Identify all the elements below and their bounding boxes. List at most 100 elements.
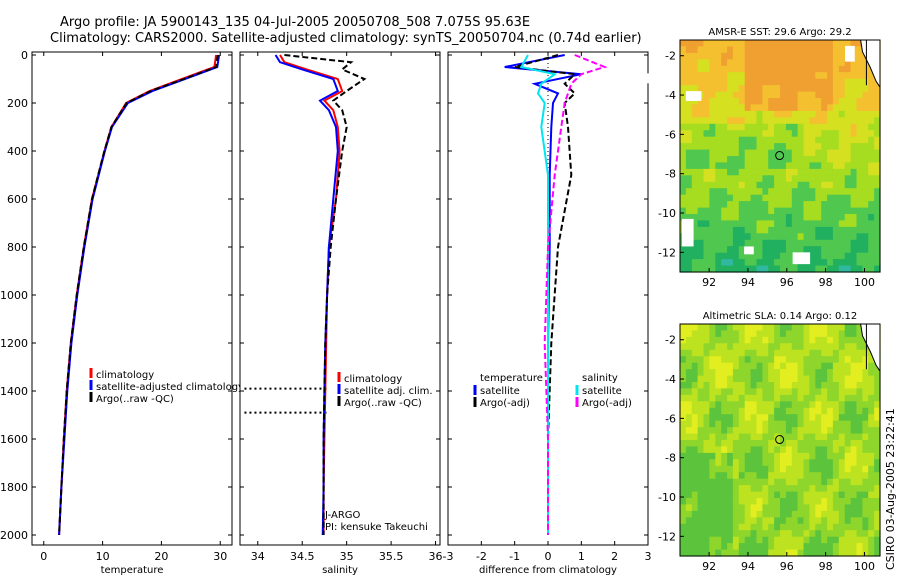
map-cell (691, 485, 699, 493)
map-cell (827, 440, 834, 447)
map-cell (791, 510, 799, 518)
map-cell (838, 478, 846, 486)
map-cell (821, 549, 828, 557)
map-cell (832, 46, 840, 54)
map-cell (874, 536, 881, 544)
map-cell (721, 498, 728, 505)
map-cell (785, 91, 793, 99)
map-cell (738, 523, 746, 531)
map-cell (856, 478, 863, 486)
map-cell (809, 78, 816, 86)
map-cell (762, 239, 769, 247)
map-cell (756, 382, 763, 389)
map-cell (691, 382, 699, 389)
map-cell (744, 465, 752, 473)
map-cell (850, 349, 858, 357)
map-cell (697, 517, 705, 525)
map-cell (850, 149, 858, 157)
map-cell (709, 330, 716, 338)
map-cell (750, 72, 758, 80)
map-cell (762, 343, 769, 351)
map-cell (774, 136, 781, 144)
map-cell (844, 162, 852, 170)
map-cell (762, 104, 769, 112)
map-cell (768, 143, 775, 151)
map-cell (803, 349, 810, 357)
map-cell (685, 98, 693, 105)
map-cell (785, 181, 793, 189)
map-cell (785, 543, 793, 551)
map-cell (797, 98, 805, 105)
map-cell (721, 252, 728, 260)
map-cell (862, 375, 869, 383)
map-cell (691, 252, 699, 260)
map-title: AMSR-E SST: 29.6 Argo: 29.2 (708, 27, 851, 38)
map-cell (797, 388, 805, 396)
map-cell (838, 343, 846, 351)
map-y-tick-label: -6 (665, 128, 676, 141)
map-cell (744, 336, 752, 344)
map-cell (703, 207, 710, 215)
map-cell (703, 369, 710, 377)
map-cell (838, 46, 846, 54)
map-cell (721, 440, 728, 447)
map-cell (838, 168, 846, 176)
map-cell (709, 388, 716, 396)
map-cell (721, 369, 728, 377)
map-x-tick-label: 100 (854, 560, 875, 573)
map-cell (838, 233, 846, 241)
map-cell (803, 143, 810, 151)
map-cell (697, 59, 705, 67)
y-tick-label: 0 (21, 49, 28, 62)
map-cell (791, 226, 799, 234)
map-cell (809, 168, 816, 176)
map-cell (791, 420, 799, 428)
map-cell (827, 72, 834, 80)
map-cell (827, 246, 834, 254)
map-cell (862, 226, 869, 234)
map-cell (703, 181, 710, 189)
map-cell (862, 369, 869, 377)
map-cell (821, 504, 828, 512)
map-cell (815, 40, 822, 47)
map-cell (868, 85, 875, 93)
map-cell (809, 65, 816, 73)
map-cell (709, 510, 716, 518)
map-cell (685, 382, 693, 389)
map-cell (738, 91, 746, 99)
map-cell (838, 239, 846, 247)
map-cell (738, 181, 746, 189)
map-cell (750, 414, 758, 422)
map-cell (715, 504, 722, 512)
figure-title-line2: Climatology: CARS2000. Satellite-adjuste… (50, 31, 642, 46)
map-cell (827, 46, 834, 54)
map-cell (697, 504, 705, 512)
map-cell (756, 265, 763, 273)
map-cell (862, 543, 869, 551)
map-cell (685, 549, 693, 557)
map-cell (750, 136, 758, 144)
map-cell (774, 407, 781, 415)
map-cell (850, 143, 858, 151)
map-cell (709, 382, 716, 389)
map-cell (774, 401, 781, 409)
map-cell (832, 414, 840, 422)
map-cell (868, 452, 875, 460)
map-cell (774, 156, 781, 163)
map-cell (838, 356, 846, 364)
map-cell (791, 201, 799, 209)
map-cell (756, 259, 763, 267)
map-cell (727, 440, 734, 447)
map-cell (803, 478, 810, 486)
map-cell (803, 194, 810, 202)
map-cell (680, 420, 687, 428)
map-cell (868, 420, 875, 428)
map-cell (756, 446, 763, 454)
x-tick-label-difference: -2 (476, 550, 487, 563)
map-cell (750, 85, 758, 93)
map-cell (721, 59, 728, 67)
map-cell (850, 446, 858, 454)
map-cell (856, 446, 863, 454)
map-cell (756, 72, 763, 80)
